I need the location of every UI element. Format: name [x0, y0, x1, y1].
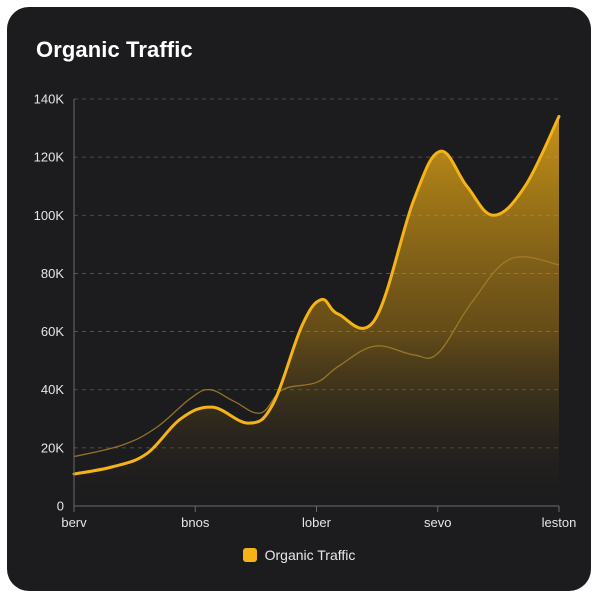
series-line-secondary: [73, 256, 560, 458]
y-tick-label: 0: [57, 499, 64, 514]
y-tick-label: 20K: [41, 440, 64, 455]
y-tick-label: 40K: [41, 382, 64, 397]
y-tick-label: 100K: [34, 208, 65, 223]
x-tick-label: bnos: [181, 515, 210, 530]
y-tick-label: 80K: [41, 266, 64, 281]
axes: 0 20K 40K 60K 80K 100K 120K 140K berv bnos lober se…: [34, 92, 577, 531]
area-layer: [74, 116, 559, 506]
legend-swatch: [242, 548, 257, 562]
chart-svg: 0 20K 40K 60K 80K 100K 120K 140K berv bnos lober se…: [34, 92, 577, 531]
chart-card: Organic Traffic 0 20K 40K 60K 80K 100K 120K 140…: [7, 7, 591, 591]
x-tick-label: sevo: [424, 515, 451, 530]
y-tick-label: 60K: [41, 324, 64, 339]
series-line-organic-traffic: [72, 114, 561, 476]
x-tick-label: berv: [61, 515, 87, 530]
x-tick-label: leston: [542, 515, 577, 530]
y-tick-label: 140K: [34, 92, 65, 107]
line-layer: [72, 114, 561, 476]
legend: Organic Traffic: [7, 547, 591, 565]
x-tick-label: lober: [302, 515, 332, 530]
series-area: [74, 116, 559, 506]
y-tick-label: 120K: [34, 150, 65, 165]
legend-label: Organic Traffic: [264, 547, 356, 563]
chart-title: Organic Traffic: [36, 37, 193, 62]
